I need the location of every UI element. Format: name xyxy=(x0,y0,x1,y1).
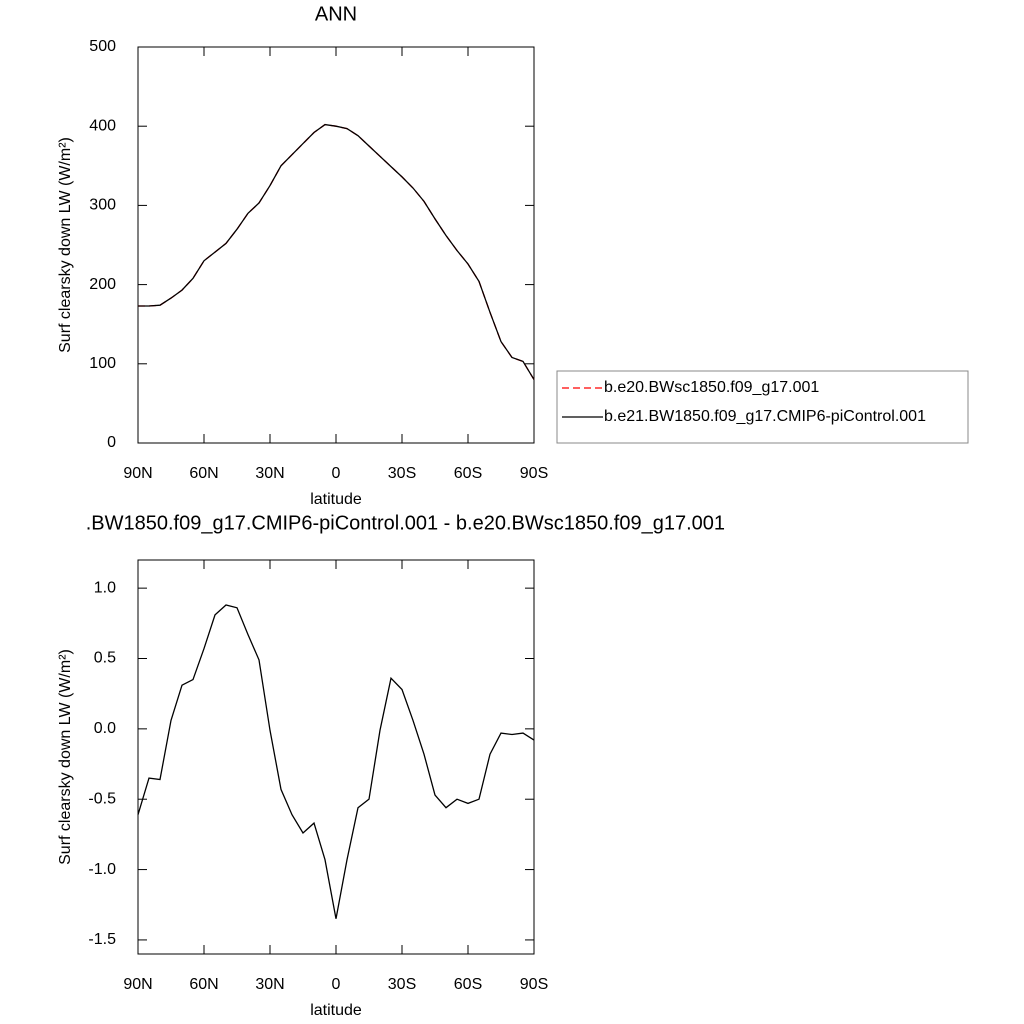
x-tick-label: 90S xyxy=(520,465,548,482)
x-tick-label: 60S xyxy=(454,465,482,482)
legend-box xyxy=(556,370,969,444)
x-tick-label: 90N xyxy=(123,465,152,482)
y-tick-label: -0.5 xyxy=(88,790,116,807)
chart-title: ANN xyxy=(315,3,357,25)
x-axis-label: latitude xyxy=(310,1002,362,1019)
x-tick-label: 90S xyxy=(520,976,548,993)
y-tick-label: 400 xyxy=(89,117,116,134)
y-tick-label: 500 xyxy=(89,38,116,55)
x-tick-label: 30N xyxy=(255,976,284,993)
y-tick-label: 1.0 xyxy=(94,579,116,596)
y-tick-label: 0.0 xyxy=(94,720,116,737)
y-tick-label: -1.0 xyxy=(88,861,116,878)
y-tick-label: 0.5 xyxy=(94,650,116,667)
chart-title: .BW1850.f09_g17.CMIP6-piControl.001 - b.… xyxy=(86,512,725,534)
y-axis-label: Surf clearsky down LW (W/m²) xyxy=(57,649,74,865)
data-line xyxy=(137,604,535,919)
x-axis-label: latitude xyxy=(310,491,362,508)
y-tick-label: 100 xyxy=(89,355,116,372)
y-axis-label: Surf clearsky down LW (W/m²) xyxy=(57,137,74,353)
data-line xyxy=(138,123,535,380)
legend-label: b.e21.BW1850.f09_g17.CMIP6-piControl.001 xyxy=(604,408,926,425)
x-tick-label: 60N xyxy=(189,465,218,482)
x-tick-label: 30N xyxy=(255,465,284,482)
plot-frame xyxy=(137,46,535,444)
y-tick-label: -1.5 xyxy=(88,931,116,948)
x-tick-label: 30S xyxy=(388,976,416,993)
x-tick-label: 0 xyxy=(332,465,341,482)
plot-frame xyxy=(137,559,535,955)
x-tick-label: 60S xyxy=(454,976,482,993)
y-tick-label: 300 xyxy=(89,197,116,214)
x-tick-label: 30S xyxy=(388,465,416,482)
x-tick-label: 0 xyxy=(332,976,341,993)
legend-label: b.e20.BWsc1850.f09_g17.001 xyxy=(604,379,819,396)
x-tick-label: 60N xyxy=(189,976,218,993)
x-tick-label: 90N xyxy=(123,976,152,993)
data-line xyxy=(138,123,535,380)
y-tick-label: 200 xyxy=(89,276,116,293)
y-tick-label: 0 xyxy=(107,434,116,451)
